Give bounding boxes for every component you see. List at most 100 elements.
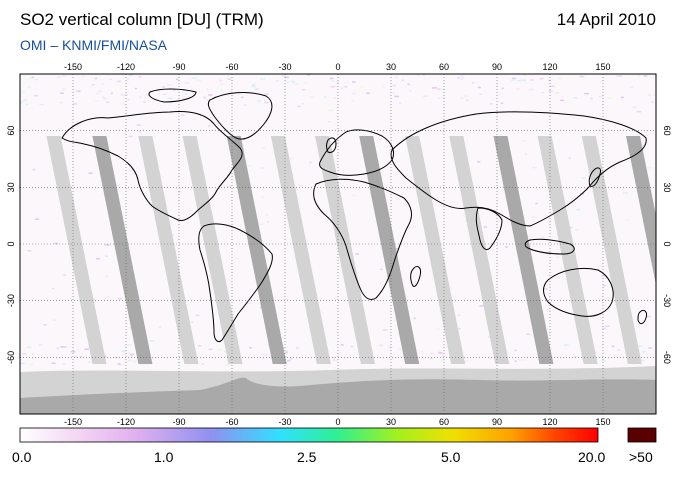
noise-speckle — [120, 103, 126, 105]
noise-speckle — [22, 353, 27, 355]
noise-speckle — [287, 359, 291, 362]
noise-speckle — [56, 76, 62, 79]
british-isles — [326, 137, 337, 153]
north-america — [61, 111, 243, 221]
longitude-tick-label: 120 — [542, 62, 557, 72]
noise-speckle — [63, 274, 67, 276]
noise-speckle — [93, 78, 98, 81]
longitude-tick-label: 150 — [595, 417, 610, 427]
noise-speckle — [295, 83, 300, 85]
noise-speckle — [91, 83, 95, 86]
longitude-tick-label: 30 — [386, 62, 396, 72]
latitude-tick-label: -60 — [6, 351, 16, 364]
noise-speckle — [355, 253, 360, 255]
noise-speckle — [60, 346, 65, 348]
noise-speckle — [23, 99, 27, 101]
noise-speckle — [604, 325, 610, 327]
noise-speckle — [136, 124, 142, 126]
noise-speckle — [110, 92, 113, 95]
noise-speckle — [266, 221, 269, 223]
noise-speckle — [126, 78, 130, 80]
orbit-gap-stripe — [138, 136, 199, 364]
noise-speckle — [118, 298, 123, 300]
noise-speckle — [632, 106, 637, 109]
colorbar-overflow-swatch — [627, 427, 657, 443]
noise-speckle — [584, 92, 589, 95]
noise-speckle — [608, 97, 612, 99]
orbit-gap-stripe — [315, 136, 376, 364]
noise-speckle — [264, 101, 270, 104]
noise-speckle — [49, 188, 53, 191]
noise-speckle — [540, 91, 545, 94]
noise-speckle — [117, 80, 121, 83]
orbit-gap-stripe — [405, 136, 466, 364]
noise-speckle — [563, 344, 569, 346]
australia — [543, 267, 614, 317]
noise-speckle — [394, 248, 399, 250]
noise-speckle — [289, 357, 293, 360]
noise-speckle — [196, 79, 202, 82]
noise-speckle — [598, 95, 603, 98]
noise-speckle — [407, 83, 410, 85]
noise-speckle — [33, 94, 39, 97]
latitude-labels-left: 60 30 0 -30 -60 — [6, 126, 16, 364]
noise-speckle — [449, 287, 453, 290]
noise-speckle — [94, 100, 99, 102]
noise-speckle — [340, 344, 344, 346]
noise-speckle — [392, 84, 396, 87]
noise-speckle — [463, 360, 467, 363]
noise-speckle — [127, 344, 132, 346]
noise-speckle — [345, 81, 349, 83]
noise-speckle — [512, 77, 516, 80]
orbit-gap-stripe — [270, 136, 331, 364]
noise-speckle — [162, 93, 168, 95]
noise-speckle — [128, 74, 134, 76]
noise-speckle — [292, 82, 295, 84]
noise-speckle — [430, 357, 434, 360]
orbit-gap-stripe — [46, 136, 107, 364]
noise-speckle — [225, 363, 230, 366]
noise-speckle — [31, 76, 35, 79]
noise-speckle — [61, 75, 67, 77]
noise-speckle — [219, 79, 222, 82]
latitude-tick-label: 30 — [6, 182, 16, 192]
noise-speckle — [459, 77, 465, 80]
noise-speckle — [382, 85, 386, 88]
noise-speckle — [120, 94, 125, 96]
noise-speckle — [617, 349, 620, 351]
noise-speckle — [265, 214, 269, 216]
noise-speckle — [625, 219, 630, 221]
noise-speckle — [615, 74, 619, 77]
noise-speckle — [20, 362, 25, 365]
orbit-gap-stripe — [226, 136, 287, 364]
noise-speckle — [488, 357, 492, 360]
noise-speckle — [63, 346, 67, 348]
noise-speckle — [514, 349, 518, 352]
noise-speckle — [350, 345, 354, 348]
noise-speckle — [247, 302, 252, 304]
noise-speckle — [437, 88, 441, 90]
noise-speckle — [557, 77, 562, 80]
noise-speckle — [139, 96, 142, 99]
noise-speckle — [52, 287, 55, 290]
noise-speckle — [413, 317, 416, 320]
noise-speckle — [84, 348, 90, 350]
noise-speckle — [259, 223, 264, 225]
noise-speckle — [602, 351, 606, 354]
noise-speckle — [128, 169, 134, 171]
longitude-tick-label: -120 — [117, 417, 135, 427]
noise-speckle — [642, 144, 646, 147]
latitude-tick-label: 0 — [6, 241, 16, 246]
noise-speckle — [27, 86, 32, 89]
africa — [313, 178, 412, 301]
noise-speckle — [488, 113, 492, 116]
noise-speckle — [382, 329, 388, 331]
noise-speckle — [123, 345, 127, 348]
noise-speckle — [647, 315, 651, 318]
noise-speckle — [94, 77, 98, 80]
noise-speckle — [441, 88, 446, 91]
noise-speckle — [409, 90, 412, 92]
noise-speckle — [134, 87, 137, 90]
south-america — [198, 223, 273, 343]
noise-speckle — [521, 79, 527, 81]
